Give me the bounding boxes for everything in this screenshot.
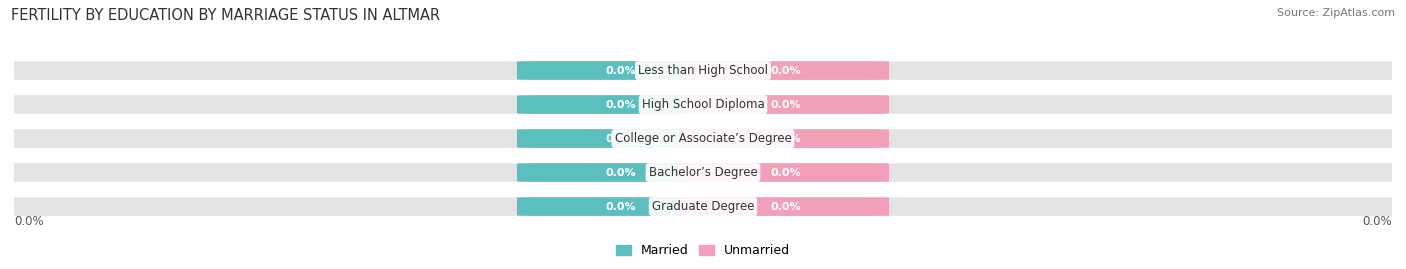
Text: 0.0%: 0.0% <box>14 215 44 228</box>
Text: 0.0%: 0.0% <box>605 66 636 76</box>
Text: Graduate Degree: Graduate Degree <box>652 200 754 213</box>
Text: College or Associate’s Degree: College or Associate’s Degree <box>614 132 792 145</box>
FancyBboxPatch shape <box>517 129 724 148</box>
Text: 0.0%: 0.0% <box>605 133 636 144</box>
Text: Bachelor’s Degree: Bachelor’s Degree <box>648 166 758 179</box>
Text: Source: ZipAtlas.com: Source: ZipAtlas.com <box>1277 8 1395 18</box>
Text: High School Diploma: High School Diploma <box>641 98 765 111</box>
FancyBboxPatch shape <box>682 163 889 182</box>
FancyBboxPatch shape <box>517 95 724 114</box>
Text: 0.0%: 0.0% <box>770 201 801 211</box>
FancyBboxPatch shape <box>682 129 889 148</box>
Text: 0.0%: 0.0% <box>605 168 636 178</box>
FancyBboxPatch shape <box>517 61 724 80</box>
Text: 0.0%: 0.0% <box>1362 215 1392 228</box>
FancyBboxPatch shape <box>682 197 889 216</box>
Text: Less than High School: Less than High School <box>638 64 768 77</box>
Text: 0.0%: 0.0% <box>770 168 801 178</box>
FancyBboxPatch shape <box>682 95 889 114</box>
FancyBboxPatch shape <box>0 60 1406 81</box>
Text: FERTILITY BY EDUCATION BY MARRIAGE STATUS IN ALTMAR: FERTILITY BY EDUCATION BY MARRIAGE STATU… <box>11 8 440 23</box>
FancyBboxPatch shape <box>0 94 1406 115</box>
Text: 0.0%: 0.0% <box>770 100 801 109</box>
Text: 0.0%: 0.0% <box>605 100 636 109</box>
Text: 0.0%: 0.0% <box>770 66 801 76</box>
FancyBboxPatch shape <box>517 197 724 216</box>
FancyBboxPatch shape <box>0 128 1406 149</box>
Text: 0.0%: 0.0% <box>605 201 636 211</box>
FancyBboxPatch shape <box>0 196 1406 217</box>
Text: 0.0%: 0.0% <box>770 133 801 144</box>
Legend: Married, Unmarried: Married, Unmarried <box>612 239 794 262</box>
FancyBboxPatch shape <box>682 61 889 80</box>
FancyBboxPatch shape <box>517 163 724 182</box>
FancyBboxPatch shape <box>0 162 1406 183</box>
